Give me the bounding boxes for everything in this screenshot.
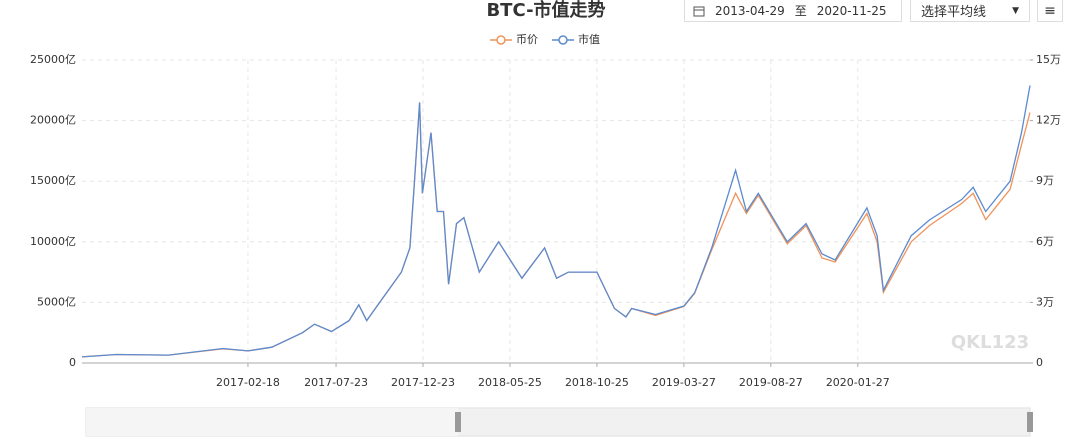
y-tick-label: 15000亿 [30, 174, 76, 187]
date-range[interactable]: 2013-04-29 至 2020-11-25 [684, 0, 902, 22]
dropdown-arrow: ▼ [1012, 5, 1019, 16]
x-tick-label: 2017-07-23 [304, 376, 368, 389]
y2-tick-label: 15万 [1036, 53, 1061, 66]
y-tick-label: 0 [69, 356, 76, 369]
y2-tick-label: 12万 [1036, 114, 1061, 127]
y2-tick-label: 3万 [1036, 295, 1054, 308]
series-line [81, 102, 1031, 358]
start-date[interactable]: 2013-04-29 [715, 3, 785, 18]
zoom-handle[interactable] [455, 412, 461, 432]
menu-button[interactable]: ≡ [1037, 0, 1063, 22]
average-select-label: 选择平均线 [921, 5, 987, 20]
x-tick-label: 2019-03-27 [652, 376, 716, 389]
x-tick-label: 2018-10-25 [565, 376, 629, 389]
y-tick-label: 25000亿 [30, 53, 76, 66]
legend-label: 市值 [578, 32, 600, 46]
average-select[interactable]: 选择平均线 ▼ [910, 0, 1030, 22]
watermark: QKL123 [951, 332, 1029, 353]
y2-tick-label: 6万 [1036, 235, 1054, 248]
y-tick-label: 5000亿 [37, 295, 76, 308]
y2-tick-label: 9万 [1036, 174, 1054, 187]
zoom-slider[interactable] [85, 407, 1031, 437]
legend-symbol [558, 35, 568, 45]
chart-title: BTC-市值走势 [486, 0, 605, 21]
x-tick-label: 2017-12-23 [391, 376, 455, 389]
series-line [81, 85, 1031, 358]
zoom-unselected [86, 408, 458, 436]
end-date[interactable]: 2020-11-25 [816, 3, 887, 18]
x-tick-label: 2017-02-18 [216, 376, 280, 389]
legend-symbol [496, 35, 506, 45]
x-tick-label: 2018-05-25 [478, 376, 542, 389]
legend-label: 币价 [516, 33, 538, 46]
separator: 至 [794, 4, 807, 18]
y-tick-label: 20000亿 [30, 114, 76, 127]
zoom-window[interactable] [458, 408, 1030, 436]
y-tick-label: 10000亿 [30, 235, 76, 248]
calendar-icon [693, 6, 705, 16]
zoom-handle[interactable] [1027, 412, 1033, 432]
x-tick-label: 2020-01-27 [826, 376, 890, 389]
x-tick-label: 2019-08-27 [739, 376, 803, 389]
y2-tick-label: 0 [1036, 356, 1043, 369]
